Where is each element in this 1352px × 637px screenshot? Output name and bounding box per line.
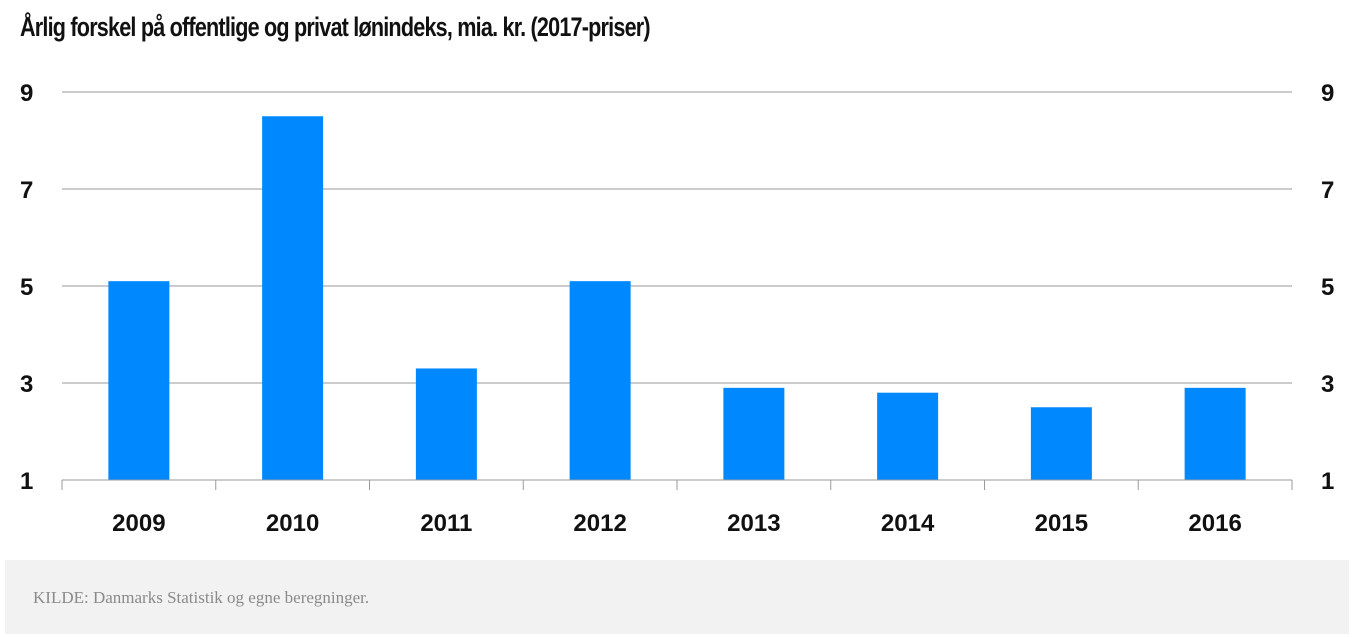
- bars: [108, 116, 1246, 480]
- chart-title: Årlig forskel på offentlige og privat lø…: [20, 12, 651, 42]
- bar-2010: [262, 116, 324, 480]
- gridlines: [62, 91, 1292, 384]
- x-tick-label: 2016: [1188, 510, 1241, 537]
- y-tick-label-left: 5: [20, 274, 33, 301]
- bar-2013: [723, 387, 785, 480]
- y-axis-left: 1 3 5 7 9: [20, 80, 33, 495]
- bar-2011: [415, 368, 477, 480]
- bar-2014: [877, 392, 939, 480]
- bar-2015: [1030, 407, 1092, 480]
- y-tick-label-right: 5: [1321, 274, 1334, 301]
- y-tick-label-left: 7: [20, 177, 33, 204]
- x-tick-label: 2009: [112, 510, 165, 537]
- x-tick-label: 2014: [881, 510, 935, 537]
- y-axis-right: 1 3 5 7 9: [1321, 80, 1334, 495]
- bar-chart: 2009 2010 2011 2012 2013 2014 2015 2016 1 3 5 7 9 1…: [20, 80, 1334, 537]
- y-tick-label-left: 9: [20, 80, 33, 107]
- source-text: KILDE: Danmarks Statistik og egne beregn…: [33, 588, 370, 607]
- x-tick-label: 2012: [573, 510, 626, 537]
- y-tick-label-left: 1: [20, 468, 33, 495]
- source-footer: KILDE: Danmarks Statistik og egne beregn…: [5, 560, 1349, 634]
- y-tick-label-right: 3: [1321, 371, 1334, 398]
- bar-2012: [569, 281, 631, 480]
- bar-2016: [1184, 387, 1246, 480]
- y-tick-label-right: 7: [1321, 177, 1334, 204]
- x-tick-label: 2013: [727, 510, 780, 537]
- bar-2009: [108, 281, 170, 480]
- y-tick-label-left: 3: [20, 371, 33, 398]
- x-tick-label: 2010: [266, 510, 319, 537]
- y-tick-label-right: 9: [1321, 80, 1334, 107]
- x-tick-label: 2011: [420, 510, 472, 537]
- x-tick-label: 2015: [1035, 510, 1088, 537]
- y-tick-label-right: 1: [1321, 468, 1334, 495]
- x-axis: 2009 2010 2011 2012 2013 2014 2015 2016: [61, 479, 1293, 537]
